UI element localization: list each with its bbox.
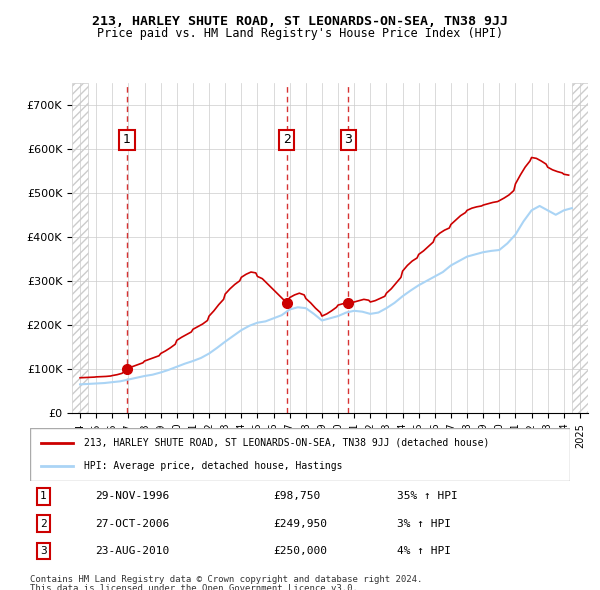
FancyBboxPatch shape xyxy=(30,428,570,481)
Text: 23-AUG-2010: 23-AUG-2010 xyxy=(95,546,169,556)
Text: 213, HARLEY SHUTE ROAD, ST LEONARDS-ON-SEA, TN38 9JJ: 213, HARLEY SHUTE ROAD, ST LEONARDS-ON-S… xyxy=(92,15,508,28)
Text: 213, HARLEY SHUTE ROAD, ST LEONARDS-ON-SEA, TN38 9JJ (detached house): 213, HARLEY SHUTE ROAD, ST LEONARDS-ON-S… xyxy=(84,438,490,448)
Text: 35% ↑ HPI: 35% ↑ HPI xyxy=(397,491,458,502)
Text: 2: 2 xyxy=(283,133,291,146)
Text: Contains HM Land Registry data © Crown copyright and database right 2024.: Contains HM Land Registry data © Crown c… xyxy=(30,575,422,584)
Text: 3: 3 xyxy=(40,546,47,556)
Text: 4% ↑ HPI: 4% ↑ HPI xyxy=(397,546,451,556)
Text: £249,950: £249,950 xyxy=(273,519,327,529)
Text: Price paid vs. HM Land Registry's House Price Index (HPI): Price paid vs. HM Land Registry's House … xyxy=(97,27,503,40)
Text: 1: 1 xyxy=(123,133,131,146)
Text: 27-OCT-2006: 27-OCT-2006 xyxy=(95,519,169,529)
Bar xyxy=(72,83,88,413)
Text: 3% ↑ HPI: 3% ↑ HPI xyxy=(397,519,451,529)
Text: 29-NOV-1996: 29-NOV-1996 xyxy=(95,491,169,502)
Text: £250,000: £250,000 xyxy=(273,546,327,556)
Text: HPI: Average price, detached house, Hastings: HPI: Average price, detached house, Hast… xyxy=(84,461,343,471)
Text: 2: 2 xyxy=(40,519,47,529)
Bar xyxy=(72,83,88,413)
Text: 3: 3 xyxy=(344,133,352,146)
Bar xyxy=(572,83,588,413)
Text: £98,750: £98,750 xyxy=(273,491,320,502)
Text: 1: 1 xyxy=(40,491,47,502)
Text: This data is licensed under the Open Government Licence v3.0.: This data is licensed under the Open Gov… xyxy=(30,584,358,590)
